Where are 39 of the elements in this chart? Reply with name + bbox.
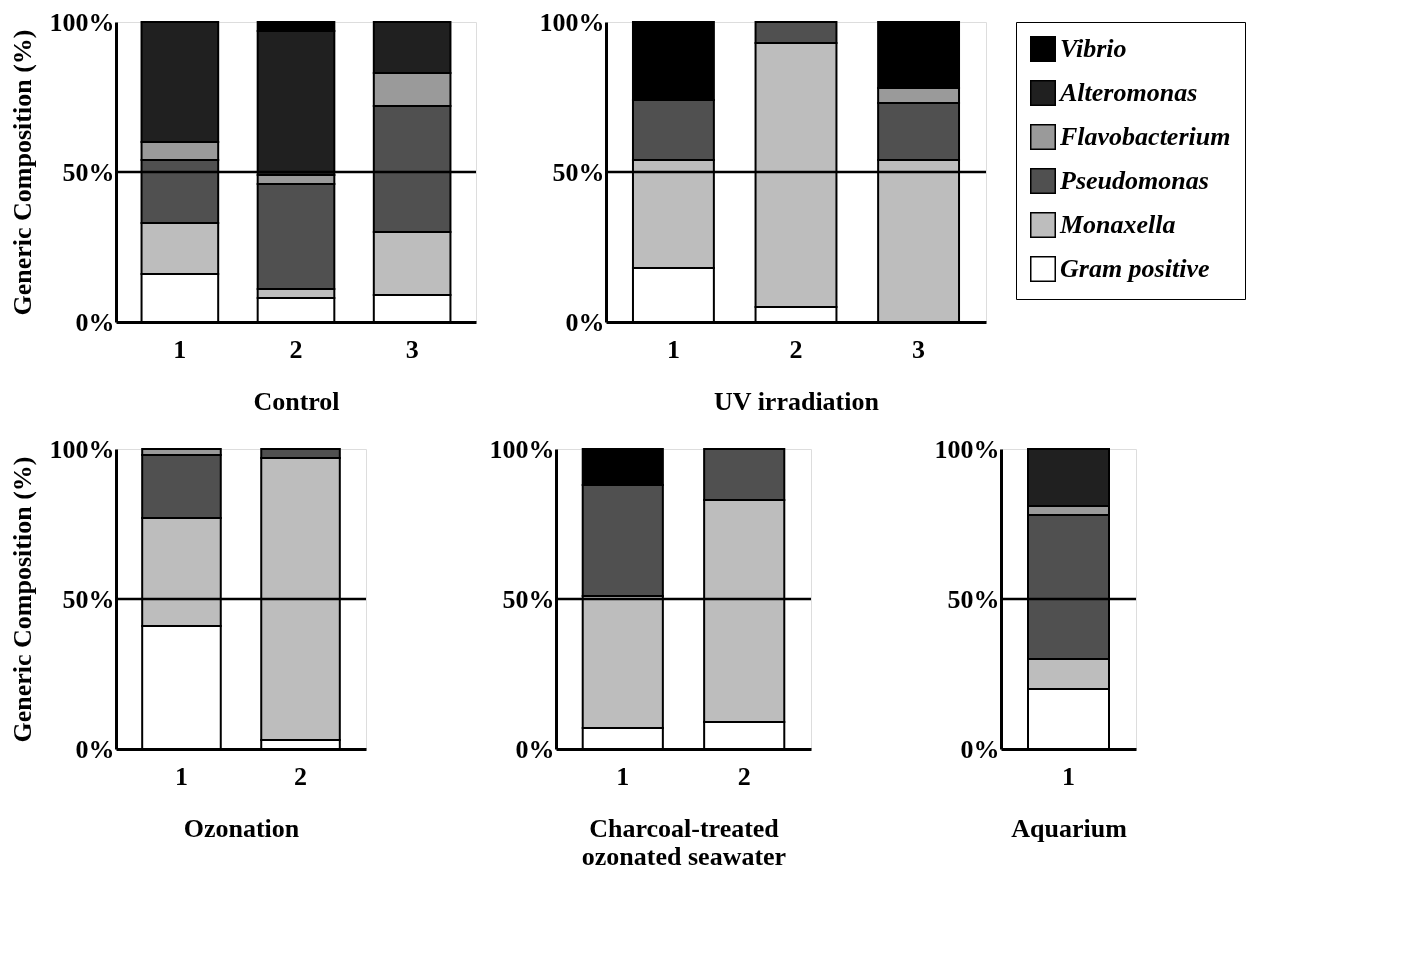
y-tick-label: 50% <box>552 157 605 187</box>
x-tick-label: 1 <box>616 761 630 791</box>
y-tick-label: 50% <box>947 584 1000 614</box>
y-axis-title: Generic Composition (%) <box>7 29 37 316</box>
legend-label: Alteromonas <box>1058 78 1198 107</box>
x-axis-title: UV irradiation <box>714 386 880 416</box>
y-tick-label: 100% <box>489 434 555 464</box>
x-axis-title: Control <box>253 386 340 416</box>
y-axis-title: Generic Composition (%) <box>7 456 37 743</box>
y-tick-label: 50% <box>502 584 555 614</box>
x-tick-label: 1 <box>666 334 680 364</box>
x-tick-label: 2 <box>289 334 303 364</box>
x-axis-title: Charcoal-treated ozonated seawater <box>581 813 787 871</box>
x-tick-label: 1 <box>173 334 187 364</box>
y-tick-label: 100% <box>49 7 115 37</box>
y-tick-label: 50% <box>62 157 115 187</box>
y-tick-label: 100% <box>934 434 1000 464</box>
x-axis-title: Aquarium <box>1011 813 1128 843</box>
x-tick-label: 2 <box>789 334 803 364</box>
x-tick-label: 1 <box>174 761 188 791</box>
legend-label: Pseudomonas <box>1059 166 1209 195</box>
y-tick-label: 50% <box>62 584 115 614</box>
y-tick-label: 0% <box>75 734 115 764</box>
y-tick-label: 100% <box>49 434 115 464</box>
legend-label: Gram positive <box>1060 254 1210 283</box>
y-tick-label: 0% <box>960 734 1000 764</box>
legend-label: Flavobacterium <box>1059 122 1231 151</box>
legend-label: Monaxella <box>1059 210 1176 239</box>
y-tick-label: 100% <box>539 7 605 37</box>
x-axis-title: Ozonation <box>183 813 300 843</box>
y-tick-label: 0% <box>565 307 605 337</box>
x-tick-label: 2 <box>737 761 751 791</box>
x-tick-label: 2 <box>294 761 308 791</box>
x-tick-label: 3 <box>405 334 419 364</box>
legend-label: Vibrio <box>1060 34 1127 63</box>
x-tick-label: 3 <box>912 334 926 364</box>
y-tick-label: 0% <box>515 734 555 764</box>
y-tick-label: 0% <box>75 307 115 337</box>
x-tick-label: 1 <box>1062 761 1075 791</box>
